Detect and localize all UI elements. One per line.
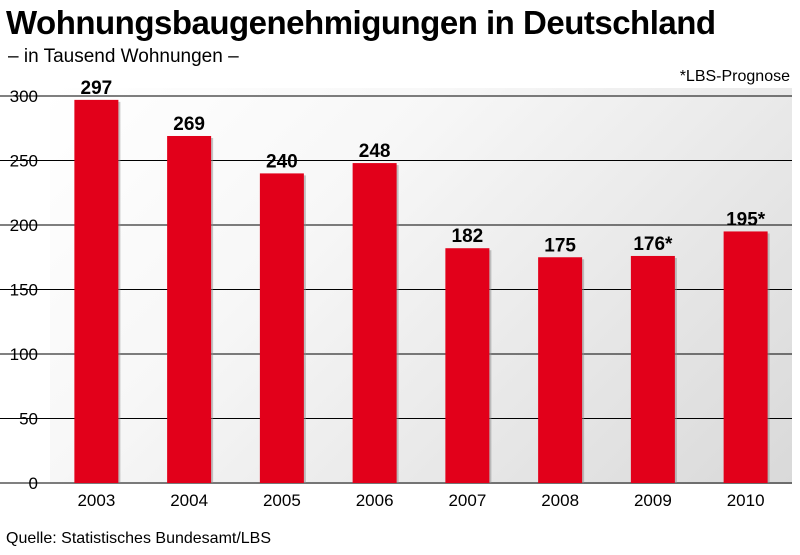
y-tick-label: 250 — [10, 152, 38, 171]
x-tick-label: 2003 — [77, 491, 115, 510]
y-tick-label: 0 — [29, 474, 38, 493]
x-tick-label: 2004 — [170, 491, 208, 510]
bar — [445, 248, 490, 483]
bar — [352, 163, 397, 483]
forecast-note: *LBS-Prognose — [679, 68, 790, 85]
bar-value-label: 269 — [173, 114, 205, 135]
bar — [167, 135, 212, 484]
y-tick-label: 300 — [10, 87, 38, 106]
chart-title: Wohnungsbaugenehmigungen in Deutschland — [6, 4, 716, 41]
bar-value-label: 297 — [81, 78, 113, 99]
x-tick-label: 2010 — [727, 491, 765, 510]
bar — [259, 173, 304, 483]
y-tick-label: 50 — [19, 410, 38, 429]
y-tick-label: 150 — [10, 281, 38, 300]
chart-subtitle: – in Tausend Wohnungen – — [8, 46, 239, 67]
bar-value-label: 248 — [359, 141, 391, 162]
x-tick-label: 2006 — [356, 491, 394, 510]
bar — [538, 257, 583, 483]
bar — [723, 231, 768, 483]
source-note: Quelle: Statistisches Bundesamt/LBS — [6, 530, 272, 547]
x-tick-label: 2009 — [634, 491, 672, 510]
y-tick-label: 200 — [10, 216, 38, 235]
x-tick-label: 2008 — [541, 491, 579, 510]
bar-value-label: 182 — [452, 226, 484, 247]
bar — [74, 99, 119, 484]
x-tick-label: 2005 — [263, 491, 301, 510]
bar — [630, 255, 675, 483]
x-tick-label: 2007 — [448, 491, 486, 510]
bar-value-label: 240 — [266, 151, 298, 172]
y-tick-label: 100 — [10, 345, 38, 364]
bar-value-label: 175 — [544, 235, 576, 256]
bar-value-label: 195* — [726, 209, 766, 230]
bar-value-label: 176* — [633, 234, 673, 255]
